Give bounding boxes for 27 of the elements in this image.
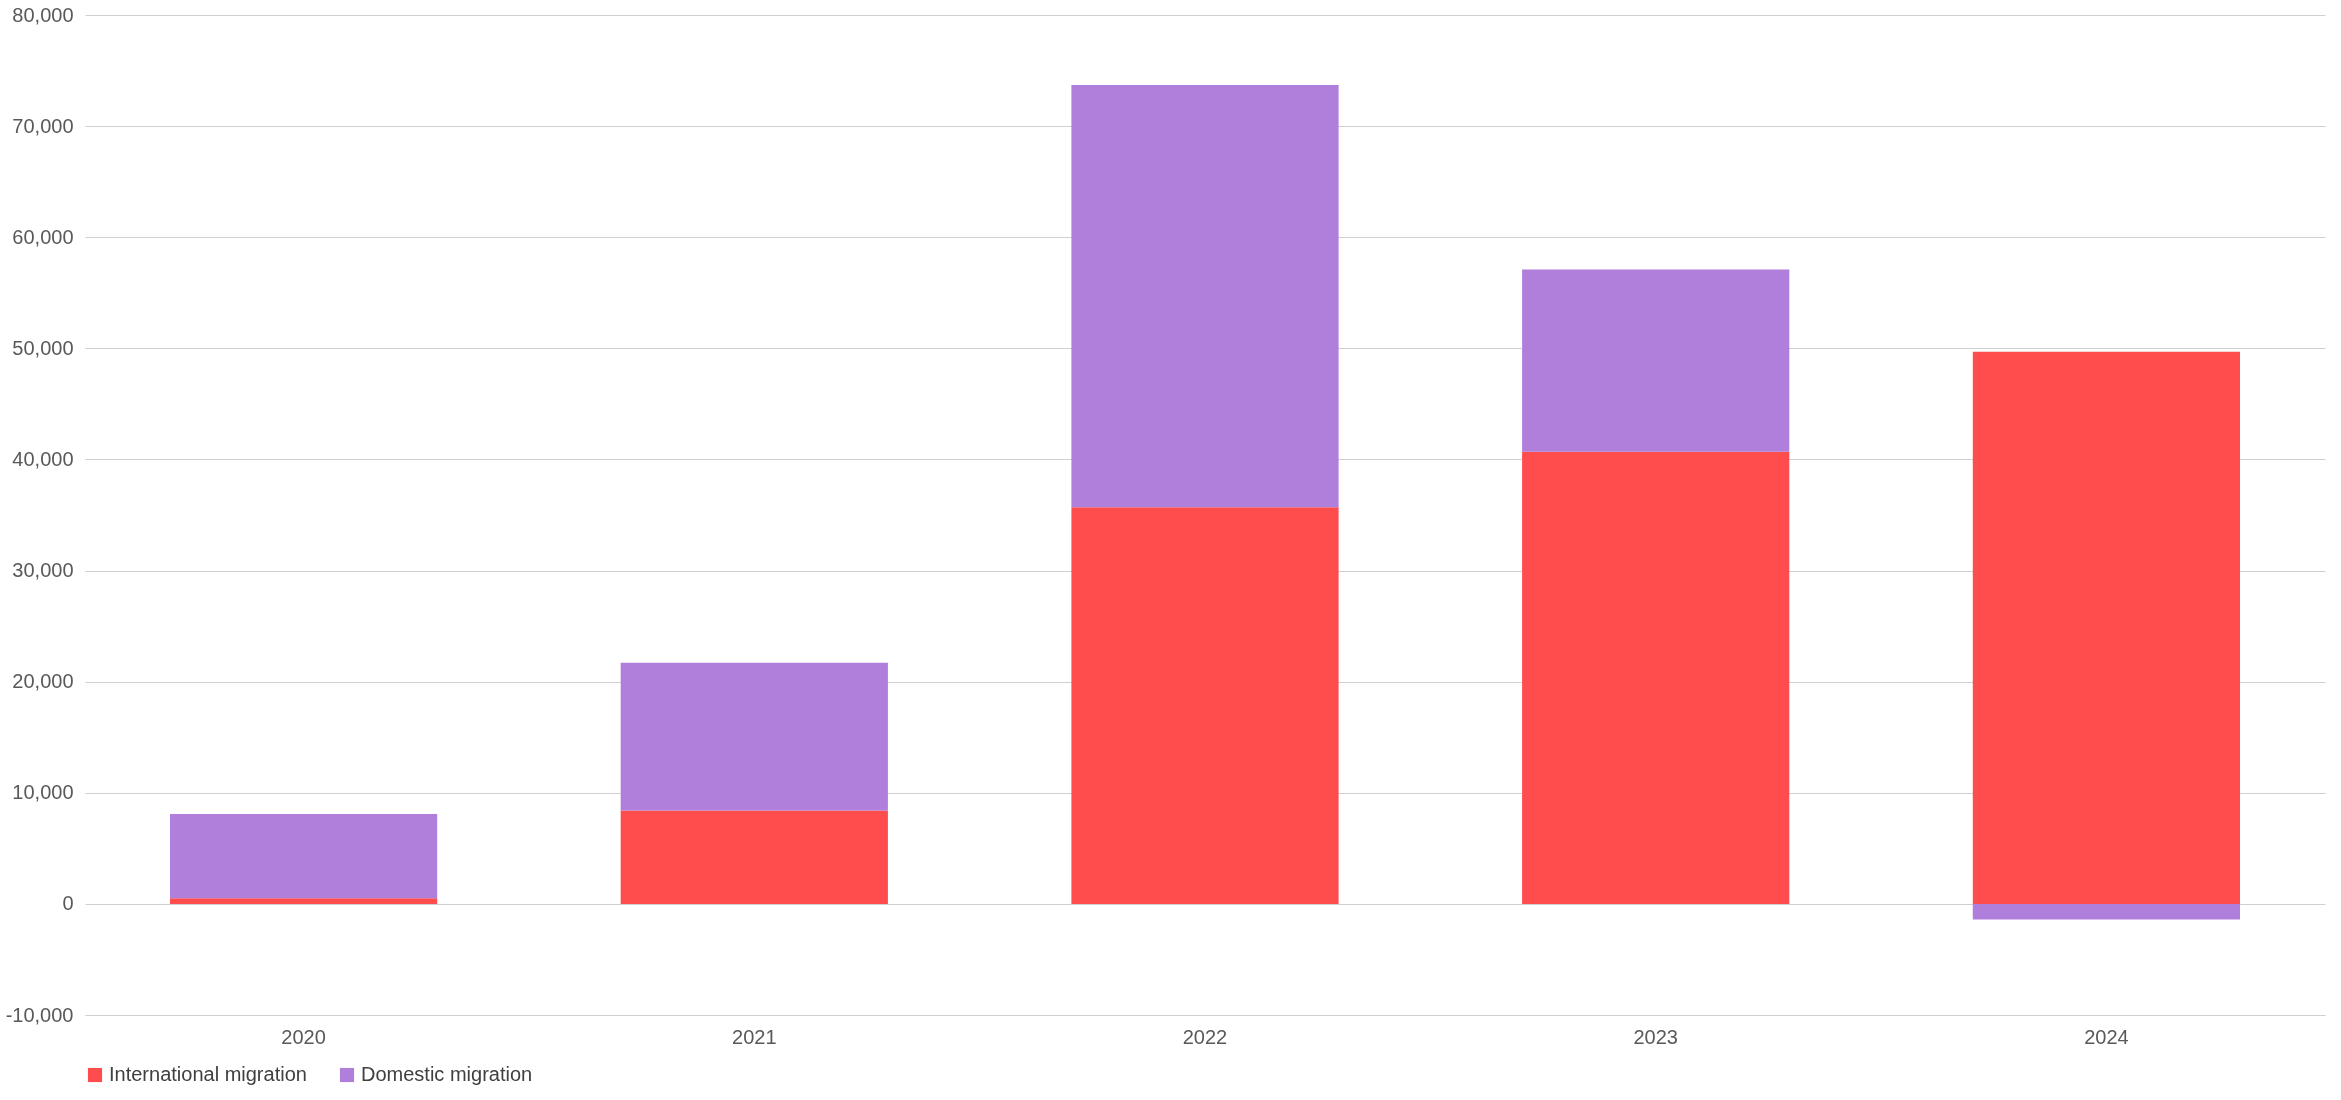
y-tick-label: 80,000 (12, 3, 74, 26)
bar (1071, 85, 1339, 508)
y-tick-label: 30,000 (12, 559, 74, 582)
y-tick-label: 0 (62, 892, 74, 915)
bar (1522, 451, 1790, 904)
y-tick-label: 40,000 (12, 447, 74, 470)
bar (620, 662, 888, 811)
y-tick-label: 60,000 (12, 225, 74, 248)
bar (1972, 903, 2241, 920)
bar (1071, 507, 1339, 904)
bar (169, 898, 438, 904)
legend-label: International migration (109, 1063, 307, 1085)
bar (1522, 269, 1790, 452)
y-tick-label: 20,000 (12, 670, 74, 693)
y-tick-label: -10,000 (5, 1003, 74, 1026)
y-tick-label: 50,000 (12, 336, 74, 359)
x-tick-label: 2021 (732, 1025, 777, 1048)
x-tick-label: 2024 (2084, 1025, 2129, 1048)
bar (1972, 351, 2241, 904)
bar (169, 813, 438, 899)
x-tick-label: 2022 (1182, 1025, 1228, 1048)
bar (620, 810, 888, 904)
legend-label: Domestic migration (361, 1063, 533, 1085)
y-tick-label: 70,000 (12, 114, 74, 137)
y-tick-label: 10,000 (12, 781, 74, 804)
x-tick-label: 2020 (281, 1025, 326, 1048)
x-tick-label: 2023 (1633, 1025, 1678, 1048)
